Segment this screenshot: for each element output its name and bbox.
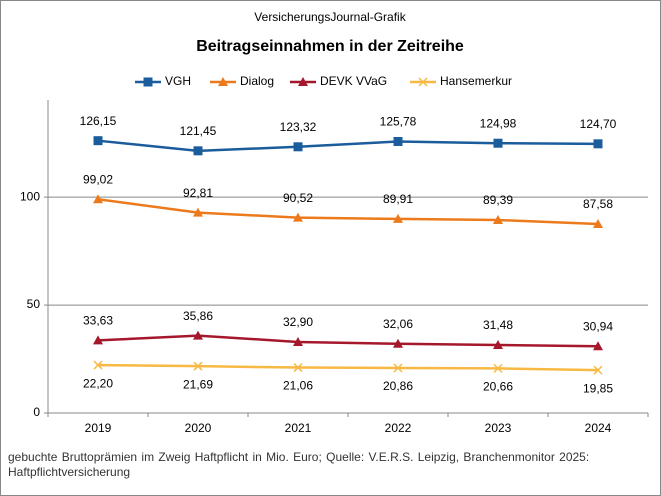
data-point bbox=[293, 212, 303, 222]
legend-label: Dialog bbox=[240, 74, 274, 88]
data-label: 30,94 bbox=[583, 319, 613, 333]
data-point bbox=[193, 330, 203, 340]
legend-label: VGH bbox=[165, 74, 191, 88]
x-tick-label: 2021 bbox=[285, 421, 312, 435]
data-label: 125,78 bbox=[380, 115, 417, 129]
legend-marker bbox=[418, 77, 428, 87]
y-tick-label: 50 bbox=[27, 297, 41, 311]
data-point bbox=[393, 338, 403, 348]
data-point bbox=[193, 361, 203, 371]
chart-title: Beitragseinnahmen in der Zeitreihe bbox=[196, 38, 464, 55]
data-label: 35,86 bbox=[183, 309, 213, 323]
data-label: 124,98 bbox=[480, 116, 517, 130]
data-label: 20,66 bbox=[483, 380, 513, 394]
series-line bbox=[97, 198, 599, 226]
data-label: 19,85 bbox=[583, 381, 613, 395]
data-point bbox=[93, 335, 103, 345]
legend-marker bbox=[298, 77, 308, 86]
data-point bbox=[93, 360, 103, 370]
data-point bbox=[193, 146, 203, 156]
data-label: 21,69 bbox=[183, 377, 213, 391]
data-label: 87,58 bbox=[583, 197, 613, 211]
data-label: 33,63 bbox=[83, 314, 113, 328]
y-tick-label: 0 bbox=[33, 405, 40, 419]
y-tick-label: 100 bbox=[20, 189, 40, 203]
data-label: 31,48 bbox=[483, 318, 513, 332]
data-label: 124,70 bbox=[580, 117, 617, 131]
data-point bbox=[293, 363, 303, 373]
x-tick-label: 2019 bbox=[85, 421, 112, 435]
data-label: 21,06 bbox=[283, 379, 313, 393]
data-point bbox=[193, 207, 203, 217]
data-label: 20,86 bbox=[383, 379, 413, 393]
data-label: 32,90 bbox=[283, 315, 313, 329]
data-point bbox=[493, 215, 503, 225]
data-point bbox=[293, 142, 303, 152]
data-point bbox=[93, 136, 103, 146]
data-label: 90,52 bbox=[283, 191, 313, 205]
data-label: 92,81 bbox=[183, 186, 213, 200]
data-point bbox=[393, 213, 403, 223]
data-point bbox=[93, 194, 103, 204]
data-label: 123,32 bbox=[280, 120, 317, 134]
data-label: 126,15 bbox=[80, 114, 117, 128]
data-label: 32,06 bbox=[383, 317, 413, 331]
chart-subtitle: VersicherungsJournal-Grafik bbox=[254, 10, 406, 24]
data-label: 89,39 bbox=[483, 193, 513, 207]
data-point bbox=[293, 336, 303, 346]
chart-note: gebuchte Bruttoprämien im Zweig Haftpfli… bbox=[8, 450, 590, 479]
data-point bbox=[593, 341, 603, 351]
series-line bbox=[97, 363, 599, 372]
x-tick-label: 2022 bbox=[385, 421, 412, 435]
series-line bbox=[97, 139, 599, 153]
data-point bbox=[593, 218, 603, 228]
data-point bbox=[393, 136, 403, 146]
data-point bbox=[593, 139, 603, 149]
x-tick-label: 2024 bbox=[585, 421, 612, 435]
data-point bbox=[593, 365, 603, 375]
data-point bbox=[393, 363, 403, 373]
data-point bbox=[493, 138, 503, 148]
data-point bbox=[493, 363, 503, 373]
legend-marker bbox=[143, 77, 153, 87]
x-tick-label: 2020 bbox=[185, 421, 212, 435]
legend-marker bbox=[218, 77, 228, 86]
legend-label: Hansemerkur bbox=[440, 74, 512, 88]
data-label: 121,45 bbox=[180, 124, 217, 138]
legend-label: DEVK VVaG bbox=[320, 74, 387, 88]
data-label: 89,91 bbox=[383, 192, 413, 206]
x-tick-label: 2023 bbox=[485, 421, 512, 435]
data-point bbox=[493, 340, 503, 350]
data-label: 22,20 bbox=[83, 376, 113, 390]
data-label: 99,02 bbox=[83, 172, 113, 186]
series-line bbox=[97, 334, 599, 348]
